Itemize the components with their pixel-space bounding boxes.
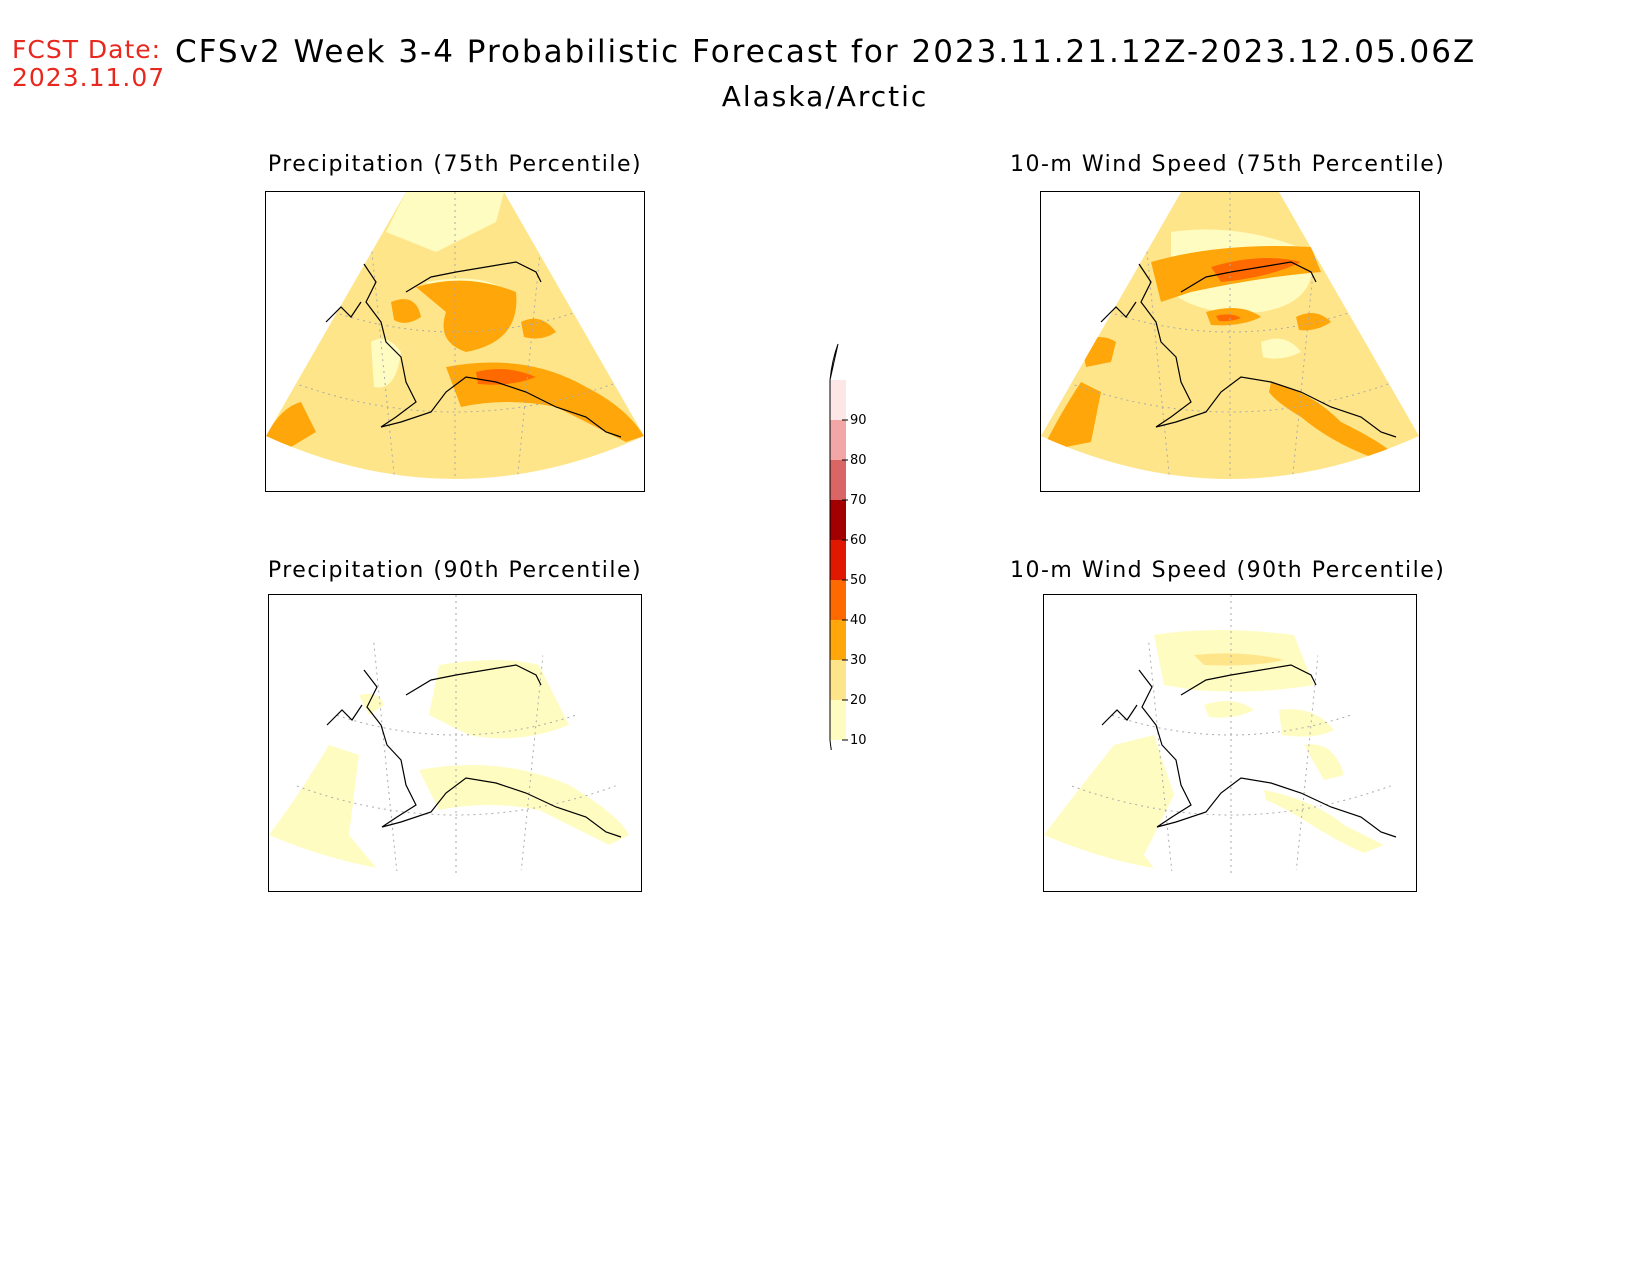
region-subtitle: Alaska/Arctic	[721, 80, 929, 113]
forecast-date-label: FCST Date:	[12, 35, 162, 64]
colorbar-label: 10	[850, 733, 867, 748]
colorbar-label: 70	[850, 493, 867, 508]
page-title: CFSv2 Week 3-4 Probabilistic Forecast fo…	[175, 34, 1477, 70]
colorbar-label: 90	[850, 413, 867, 428]
colorbar-label: 30	[850, 653, 867, 668]
colorbar-label: 50	[850, 573, 867, 588]
alaska-coastline	[1138, 263, 1397, 438]
map-panel-precip-90	[268, 594, 642, 892]
forecast-date-block: FCST Date: 2023.11.07	[12, 36, 165, 92]
alaska-coastline	[363, 669, 622, 838]
colorbar-swatch	[830, 580, 846, 620]
colorbar-label: 60	[850, 533, 867, 548]
colorbar-swatch	[830, 700, 846, 740]
colorbar-legend: 10 20 30 40 50 60 70 80 90	[829, 343, 867, 750]
colorbar-swatch	[830, 460, 846, 500]
map-panel-precip-75	[265, 191, 645, 492]
colorbar-swatch	[830, 540, 846, 580]
colorbar-swatch	[830, 660, 846, 700]
alaska-coastline	[363, 263, 622, 438]
colorbar-label: 40	[850, 613, 867, 628]
panel-title-wind-90: 10-m Wind Speed (90th Percentile)	[1010, 558, 1446, 583]
map-panel-wind-90	[1043, 594, 1417, 892]
panel-title-precip-90: Precipitation (90th Percentile)	[267, 558, 643, 583]
alaska-coastline	[1138, 669, 1397, 838]
colorbar-swatch	[830, 380, 846, 420]
panel-title-precip-75: Precipitation (75th Percentile)	[267, 152, 643, 177]
panel-title-wind-75: 10-m Wind Speed (75th Percentile)	[1010, 152, 1446, 177]
colorbar-swatch	[830, 500, 846, 540]
forecast-date-value: 2023.11.07	[12, 63, 166, 92]
colorbar-label: 20	[850, 693, 867, 708]
colorbar-swatch	[830, 620, 846, 660]
colorbar-bottom-cap	[829, 739, 832, 750]
colorbar-swatch	[830, 420, 846, 460]
colorbar-top-cap	[829, 343, 839, 381]
colorbar-label: 80	[850, 453, 867, 468]
map-panel-wind-75	[1040, 191, 1420, 492]
